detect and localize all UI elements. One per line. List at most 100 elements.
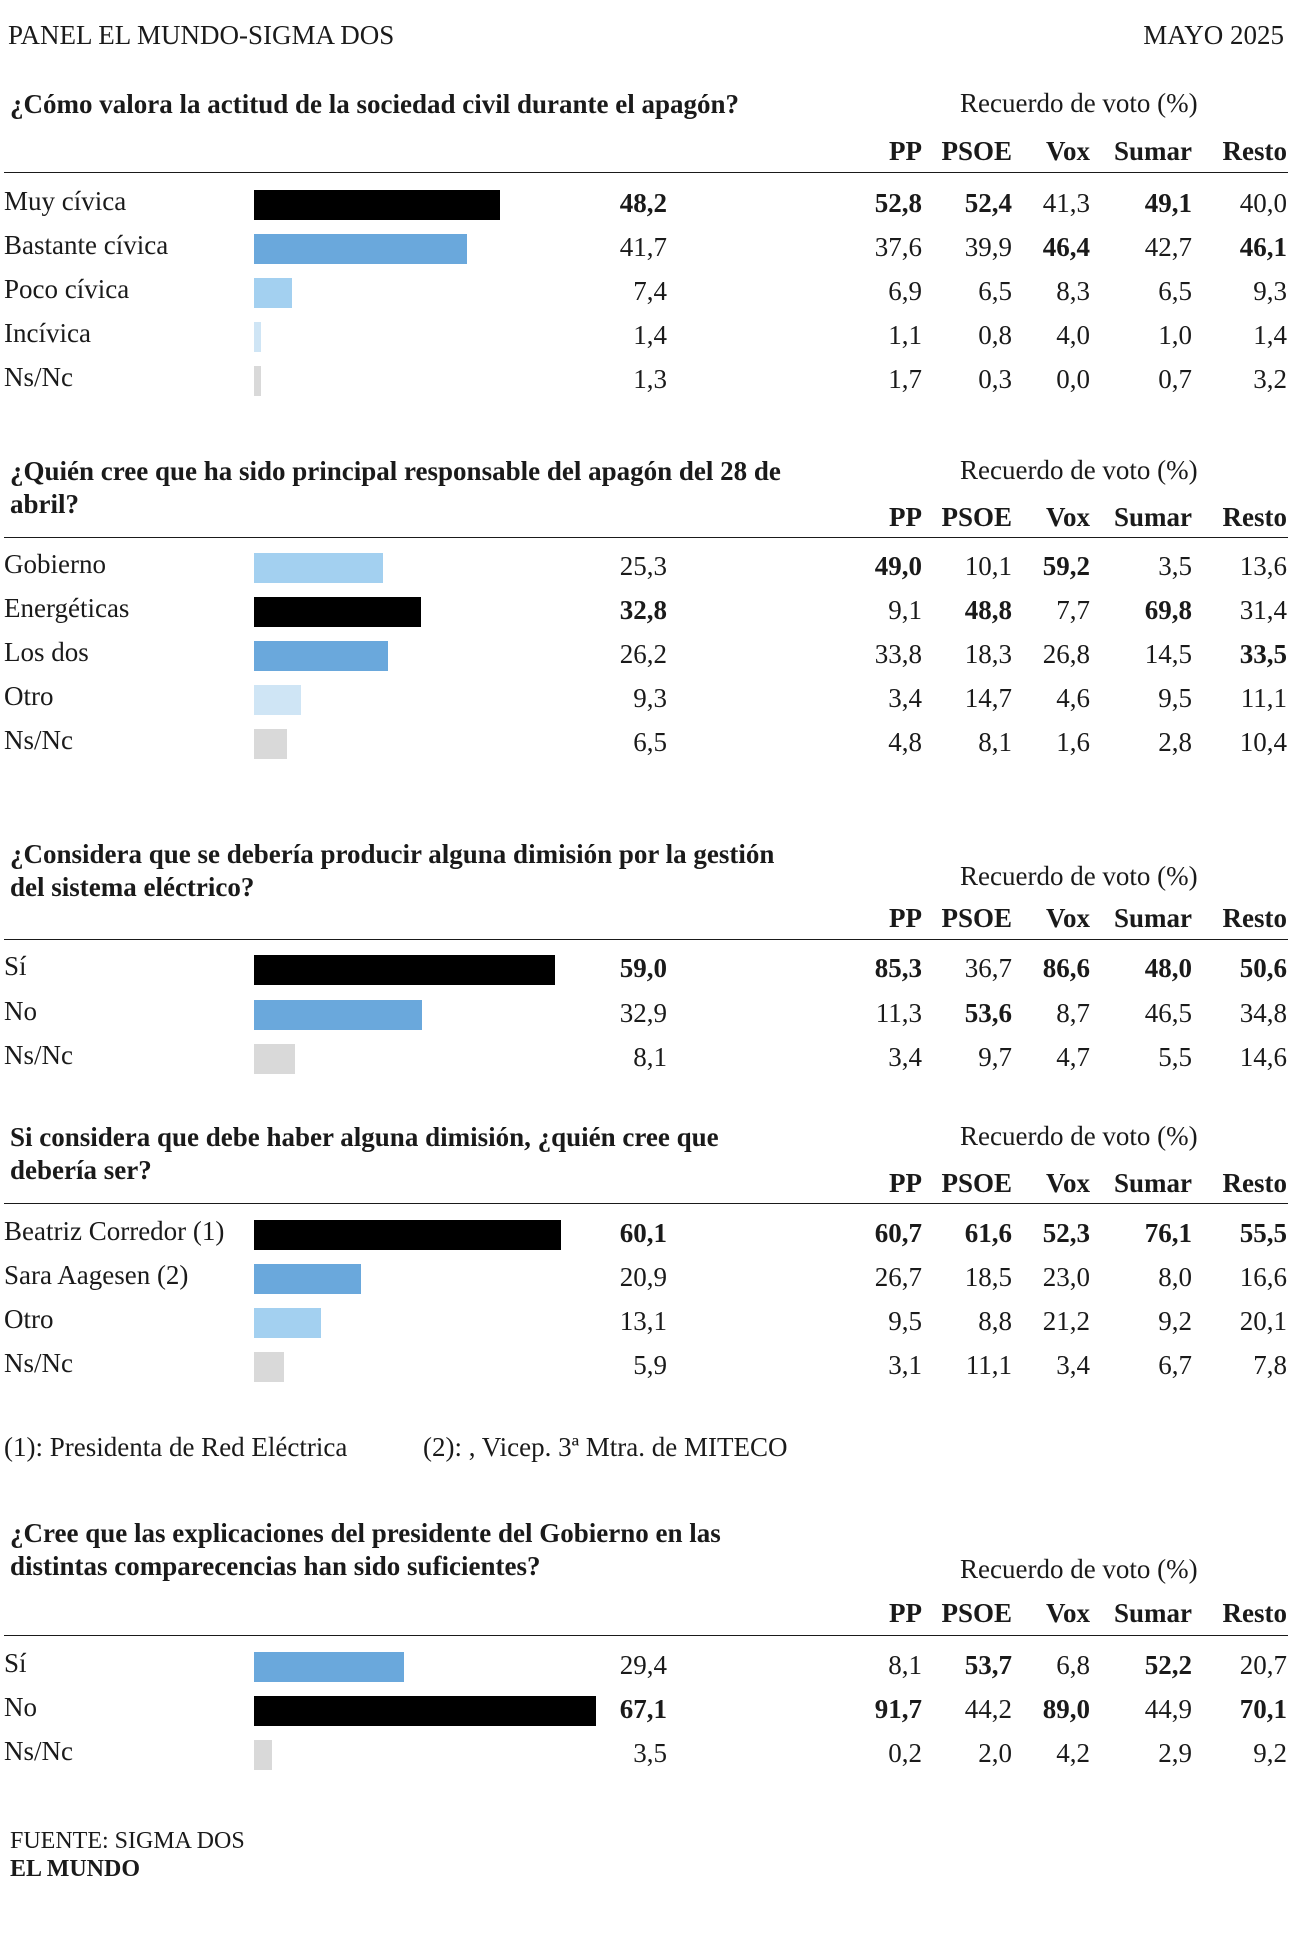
cell-psoe: 36,7 <box>964 953 1012 983</box>
section-divider <box>4 537 1288 538</box>
cell-vox: 1,6 <box>1056 727 1090 757</box>
column-header-resto: Resto <box>1222 502 1287 532</box>
cell-resto: 34,8 <box>1239 998 1287 1028</box>
bar <box>254 1044 296 1074</box>
row-label: Bastante cívica <box>4 230 169 260</box>
cell-sumar: 42,7 <box>1144 232 1192 262</box>
cell-pp: 1,1 <box>888 320 922 350</box>
total-value: 5,9 <box>633 1350 667 1380</box>
cell-vox: 59,2 <box>1042 551 1090 581</box>
cell-pp: 11,3 <box>875 998 922 1028</box>
cell-sumar: 6,5 <box>1158 276 1192 306</box>
cell-vox: 6,8 <box>1056 1650 1090 1680</box>
column-header-sumar: Sumar <box>1113 1598 1192 1628</box>
column-header-vox: Vox <box>1045 903 1090 933</box>
row-label: Ns/Nc <box>4 725 73 755</box>
cell-resto: 7,8 <box>1253 1350 1287 1380</box>
cell-pp: 37,6 <box>874 232 922 262</box>
cell-vox: 3,4 <box>1056 1350 1090 1380</box>
cell-vox: 86,6 <box>1042 953 1090 983</box>
row-label: Otro <box>4 681 54 711</box>
cell-vox: 23,0 <box>1042 1262 1090 1292</box>
column-header-pp: PP <box>889 136 922 166</box>
column-header-pp: PP <box>889 903 922 933</box>
row-label: No <box>4 996 37 1026</box>
cell-pp: 6,9 <box>888 276 922 306</box>
cell-sumar: 76,1 <box>1144 1218 1192 1248</box>
column-header-psoe: PSOE <box>941 903 1012 933</box>
cell-pp: 60,7 <box>874 1218 922 1248</box>
cell-sumar: 44,9 <box>1144 1694 1192 1724</box>
section-divider <box>4 172 1288 173</box>
column-header-resto: Resto <box>1222 136 1287 166</box>
total-value: 29,4 <box>619 1650 667 1680</box>
bar <box>254 641 388 671</box>
column-header-psoe: PSOE <box>941 136 1012 166</box>
bar <box>254 597 422 627</box>
total-value: 3,5 <box>633 1738 667 1768</box>
cell-sumar: 49,1 <box>1144 188 1192 218</box>
cell-resto: 50,6 <box>1239 953 1287 983</box>
total-value: 20,9 <box>619 1262 667 1292</box>
cell-psoe: 8,8 <box>978 1306 1012 1336</box>
cell-pp: 8,1 <box>888 1650 922 1680</box>
cell-sumar: 6,7 <box>1158 1350 1192 1380</box>
cell-vox: 0,0 <box>1056 364 1090 394</box>
cell-vox: 8,3 <box>1056 276 1090 306</box>
cell-resto: 33,5 <box>1239 639 1287 669</box>
column-header-sumar: Sumar <box>1113 502 1192 532</box>
cell-pp: 52,8 <box>874 188 922 218</box>
bar <box>254 1308 321 1338</box>
bar <box>254 955 555 985</box>
cell-resto: 1,4 <box>1253 320 1287 350</box>
cell-pp: 9,5 <box>888 1306 922 1336</box>
cell-psoe: 9,7 <box>978 1042 1012 1072</box>
row-label: Muy cívica <box>4 186 127 216</box>
column-header-pp: PP <box>889 1168 922 1198</box>
total-value: 25,3 <box>619 551 667 581</box>
column-header-sumar: Sumar <box>1113 1168 1192 1198</box>
cell-psoe: 2,0 <box>978 1738 1012 1768</box>
bar <box>254 1652 404 1682</box>
cell-resto: 14,6 <box>1239 1042 1287 1072</box>
cell-resto: 70,1 <box>1239 1694 1287 1724</box>
cell-vox: 46,4 <box>1042 232 1090 262</box>
row-label: Ns/Nc <box>4 362 73 392</box>
row-label: Ns/Nc <box>4 1040 73 1070</box>
section-divider <box>4 1203 1288 1204</box>
publication-date: MAYO 2025 <box>1143 20 1284 50</box>
cell-resto: 9,2 <box>1253 1738 1287 1768</box>
cell-resto: 9,3 <box>1253 276 1287 306</box>
total-value: 59,0 <box>619 953 667 983</box>
footnote-1: (1): Presidenta de Red Eléctrica <box>4 1432 348 1462</box>
row-label: Poco cívica <box>4 274 130 304</box>
bar <box>254 685 302 715</box>
cell-vox: 4,0 <box>1056 320 1090 350</box>
total-value: 32,9 <box>619 998 667 1028</box>
cell-psoe: 10,1 <box>964 551 1012 581</box>
column-header-psoe: PSOE <box>941 502 1012 532</box>
cell-psoe: 14,7 <box>964 683 1012 713</box>
column-header-vox: Vox <box>1045 136 1090 166</box>
total-value: 26,2 <box>619 639 667 669</box>
row-label: Beatriz Corredor (1) <box>4 1216 225 1246</box>
panel-title: PANEL EL MUNDO-SIGMA DOS <box>8 20 395 50</box>
cell-vox: 8,7 <box>1056 998 1090 1028</box>
column-header-pp: PP <box>889 1598 922 1628</box>
cell-psoe: 11,1 <box>965 1350 1012 1380</box>
column-header-resto: Resto <box>1222 1168 1287 1198</box>
total-value: 60,1 <box>619 1218 667 1248</box>
cell-pp: 3,4 <box>888 1042 922 1072</box>
cell-sumar: 1,0 <box>1158 320 1192 350</box>
vote-recall-label: Recuerdo de voto (%) <box>960 88 1198 118</box>
cell-vox: 4,2 <box>1056 1738 1090 1768</box>
cell-psoe: 53,6 <box>964 998 1012 1028</box>
row-label: Sí <box>4 951 27 981</box>
vote-recall-label: Recuerdo de voto (%) <box>960 861 1198 891</box>
row-label: Sara Aagesen (2) <box>4 1260 189 1290</box>
cell-vox: 7,7 <box>1056 595 1090 625</box>
column-header-pp: PP <box>889 502 922 532</box>
cell-sumar: 69,8 <box>1144 595 1192 625</box>
cell-resto: 20,7 <box>1239 1650 1287 1680</box>
cell-vox: 26,8 <box>1042 639 1090 669</box>
